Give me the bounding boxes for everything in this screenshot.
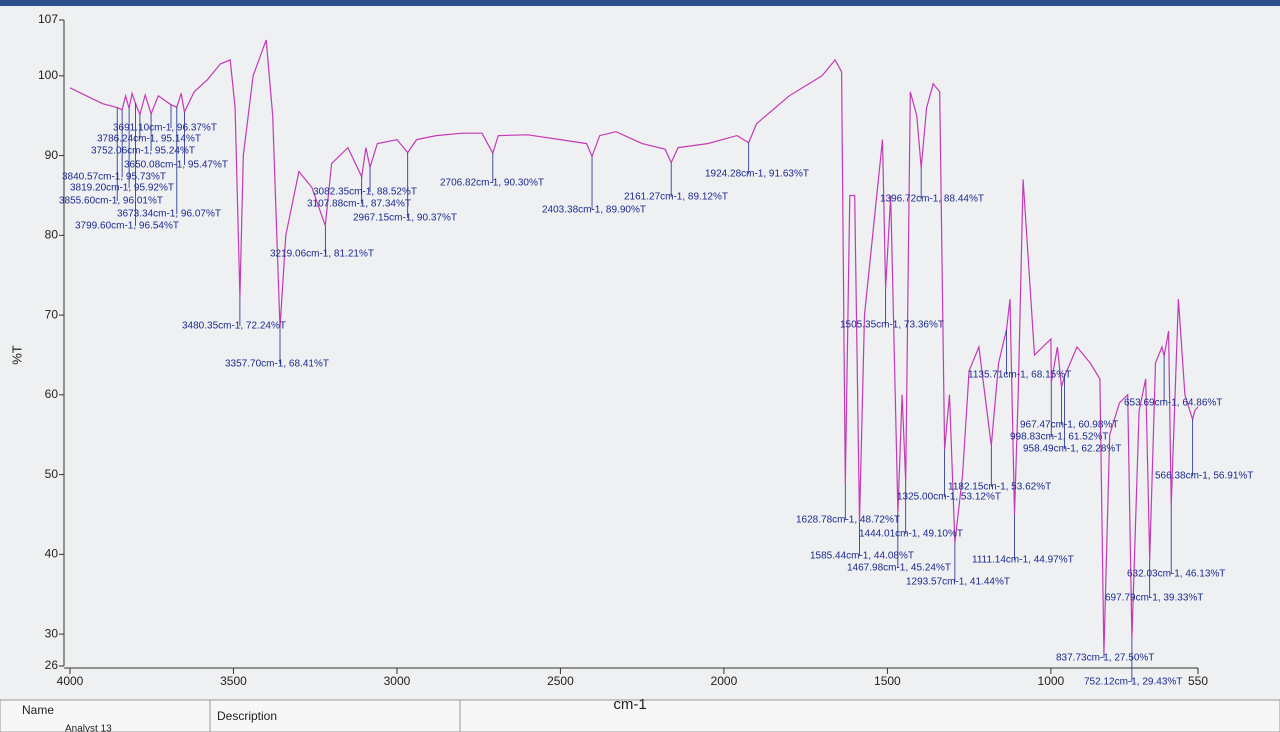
peak-label: 3082.35cm-1, 88.52%T <box>313 187 417 198</box>
peak-label: 1396.72cm-1, 88.44%T <box>880 194 984 205</box>
y-tick-label: 70 <box>45 307 59 321</box>
peak-label: 958.49cm-1, 62.28%T <box>1023 444 1121 455</box>
peak-label: 3219.06cm-1, 81.21%T <box>270 249 374 260</box>
peak-label: 1182.15cm-1, 53.62%T <box>948 482 1051 493</box>
peak-label: 752.12cm-1, 29.43%T <box>1084 677 1182 688</box>
peak-label: 1325.00cm-1, 53.12%T <box>897 492 1001 503</box>
peak-label: 998.83cm-1, 61.52%T <box>1010 432 1108 443</box>
y-tick-label: 50 <box>45 467 59 481</box>
y-tick-label: 107 <box>38 12 58 26</box>
x-tick-label: 2000 <box>711 674 738 688</box>
legend-label[interactable]: Analyst 13 <box>65 724 112 732</box>
y-axis-label: %T <box>9 345 24 365</box>
peak-label: 3855.60cm-1, 96.01%T <box>59 196 163 207</box>
peak-label: 3752.06cm-1, 95.24%T <box>91 146 195 157</box>
y-tick-label: 40 <box>45 547 59 561</box>
table-header: Name <box>22 703 54 717</box>
peak-label: 1444.01cm-1, 49.10%T <box>859 529 963 540</box>
y-tick-label: 100 <box>38 68 58 82</box>
y-tick-label: 90 <box>45 148 59 162</box>
x-tick-label: 2500 <box>547 674 574 688</box>
y-tick-label: 30 <box>45 626 59 640</box>
peak-label: 837.73cm-1, 27.50%T <box>1056 653 1154 664</box>
peak-label: 1585.44cm-1, 44.08%T <box>810 551 914 562</box>
peak-label: 1628.78cm-1, 48.72%T <box>796 515 900 526</box>
peak-label: 3650.08cm-1, 95.47%T <box>124 160 228 171</box>
peak-label: 2403.38cm-1, 89.90%T <box>542 205 646 216</box>
peak-label: 1924.28cm-1, 91.63%T <box>705 169 809 180</box>
x-tick-label: 4000 <box>57 674 84 688</box>
peak-label: 1293.57cm-1, 41.44%T <box>906 577 1010 588</box>
x-tick-label: 3500 <box>220 674 247 688</box>
table-header: Description <box>217 709 277 723</box>
x-tick-label: 1000 <box>1038 674 1065 688</box>
peak-label: 3691.10cm-1, 96.37%T <box>113 123 217 134</box>
peak-label: 3786.24cm-1, 95.14%T <box>97 134 201 145</box>
peak-label: 967.47cm-1, 60.98%T <box>1020 420 1118 431</box>
x-tick-label: 3000 <box>384 674 411 688</box>
peak-label: 566.38cm-1, 56.91%T <box>1155 471 1253 482</box>
peak-label: 3357.70cm-1, 68.41%T <box>225 359 329 370</box>
spectrum-line <box>69 39 1199 655</box>
peak-label: 1505.35cm-1, 73.36%T <box>840 320 944 331</box>
y-tick-label: 80 <box>45 228 59 242</box>
peak-label: 2967.15cm-1, 90.37%T <box>353 213 457 224</box>
peak-label: 2161.27cm-1, 89.12%T <box>624 192 728 203</box>
peak-label: 3799.60cm-1, 96.54%T <box>75 221 179 232</box>
peak-label: 3673.34cm-1, 96.07%T <box>117 209 221 220</box>
peak-label: 3819.20cm-1, 95.92%T <box>70 183 174 194</box>
peak-label: 653.69cm-1, 64.86%T <box>1124 398 1222 409</box>
peak-label: 3840.57cm-1, 95.73%T <box>62 172 166 183</box>
top-bar <box>0 0 1280 6</box>
table-panel <box>0 699 1280 732</box>
peak-label: 632.03cm-1, 46.13%T <box>1127 569 1225 580</box>
x-tick-label: 1500 <box>874 674 901 688</box>
peak-label: 3480.35cm-1, 72.24%T <box>182 321 286 332</box>
peak-label: 697.79cm-1, 39.33%T <box>1105 593 1203 604</box>
y-tick-label: 26 <box>45 658 59 672</box>
peak-label: 1135.71cm-1, 68.15%T <box>968 370 1071 381</box>
x-axis-label: cm-1 <box>613 696 646 713</box>
peak-label: 1111.14cm-1, 44.97%T <box>972 555 1074 566</box>
x-tick-label: 550 <box>1188 674 1208 688</box>
peak-label: 3107.88cm-1, 87.34%T <box>307 199 411 210</box>
peak-label: 2706.82cm-1, 90.30%T <box>440 178 544 189</box>
y-tick-label: 60 <box>45 387 59 401</box>
peak-label: 1467.98cm-1, 45.24%T <box>847 563 951 574</box>
